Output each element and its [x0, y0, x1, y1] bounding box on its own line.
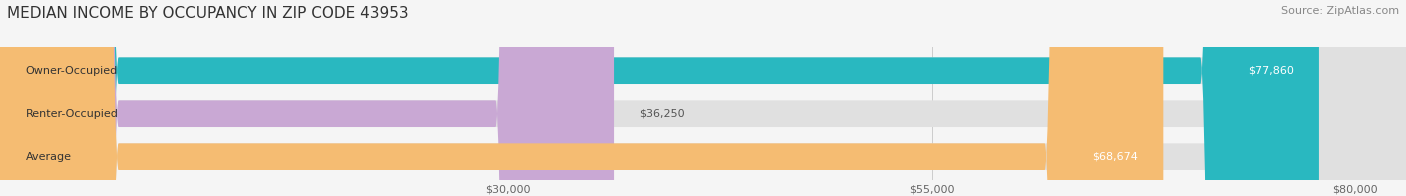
FancyBboxPatch shape — [0, 0, 614, 196]
Text: $36,250: $36,250 — [640, 109, 685, 119]
Text: Average: Average — [25, 152, 72, 162]
Text: Source: ZipAtlas.com: Source: ZipAtlas.com — [1281, 6, 1399, 16]
FancyBboxPatch shape — [0, 0, 1319, 196]
Text: MEDIAN INCOME BY OCCUPANCY IN ZIP CODE 43953: MEDIAN INCOME BY OCCUPANCY IN ZIP CODE 4… — [7, 6, 409, 21]
Text: Owner-Occupied: Owner-Occupied — [25, 66, 118, 76]
Text: $77,860: $77,860 — [1247, 66, 1294, 76]
Text: $68,674: $68,674 — [1092, 152, 1137, 162]
Text: Renter-Occupied: Renter-Occupied — [25, 109, 118, 119]
FancyBboxPatch shape — [0, 0, 1163, 196]
